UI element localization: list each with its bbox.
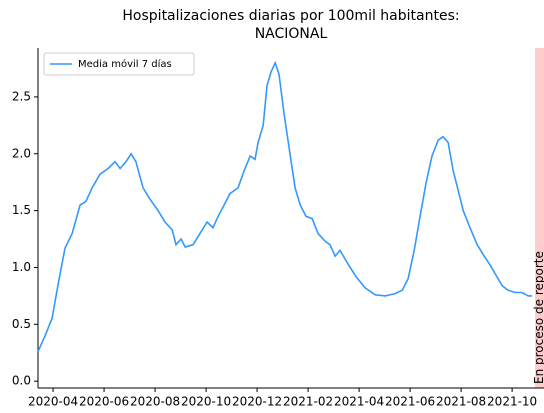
line	[37, 60, 532, 352]
y-tick-label: 0.5	[12, 317, 31, 331]
x-tick-label: 2020-06	[79, 395, 129, 409]
x-tick-label: 2020-04	[28, 395, 78, 409]
legend-frame	[43, 52, 195, 76]
y-tick-label: 1.5	[12, 203, 31, 217]
chart-title: NACIONAL	[255, 26, 328, 42]
y-tick-label: 2.5	[12, 89, 31, 103]
x-tick-label: 2020-12	[232, 395, 282, 409]
y-tick-label: 0.0	[12, 374, 31, 388]
x-tick-label: 2021-08	[436, 395, 486, 409]
x-tick-label: 2020-10	[181, 395, 231, 409]
x-tick-label: 2021-06	[385, 395, 435, 409]
y-tick-label: 1.0	[12, 260, 31, 274]
legend: Media móvil 7 días	[43, 52, 195, 76]
shaded-span	[535, 48, 544, 388]
chart-title: Hospitalizaciones diarias por 100mil hab…	[122, 8, 459, 24]
x-tick-label: 2021-10	[487, 395, 537, 409]
x-tick-label: 2021-04	[334, 395, 384, 409]
annotation: En proceso de reporte	[532, 251, 544, 384]
y-tick-label: 2.0	[12, 146, 31, 160]
legend-label: Media móvil 7 días	[78, 58, 172, 70]
x-tick-label: 2020-08	[130, 395, 180, 409]
x-tick-label: 2021-02	[283, 395, 333, 409]
